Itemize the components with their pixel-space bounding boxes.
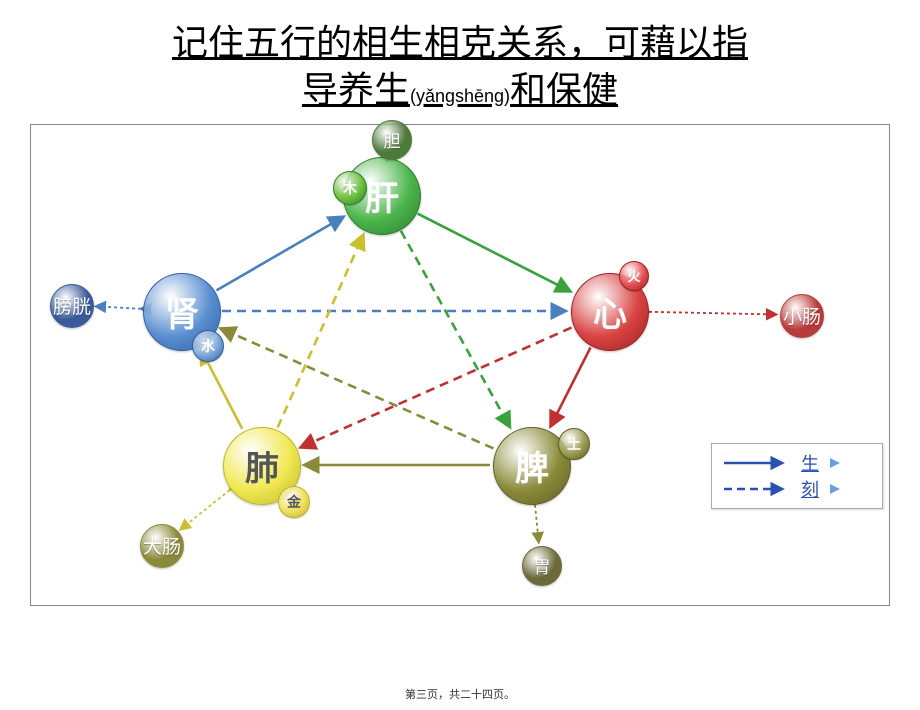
edge <box>418 213 570 290</box>
outer-link <box>535 504 539 541</box>
edge <box>216 217 342 290</box>
title-line2b: 和保健 <box>510 70 618 110</box>
outer-large_intest: 大肠 <box>140 524 184 568</box>
legend-label-ke: 刻 <box>800 476 820 502</box>
node-heart-label: 心 <box>593 287 627 336</box>
node-lung-label: 肺 <box>245 441 279 490</box>
element-heart: 火 <box>619 261 649 291</box>
node-spleen-label: 脾 <box>515 441 549 490</box>
node-liver-label: 肝 <box>365 171 399 220</box>
legend-arrow-ke-icon <box>722 481 792 497</box>
title-line2a: 导养生 <box>302 70 410 110</box>
element-kidney: 水 <box>192 330 224 362</box>
element-lung: 金 <box>278 486 310 518</box>
outer-small_intest-label: 小肠 <box>783 302 821 329</box>
title-line1: 记住五行的相生相克关系，可藉以指 <box>172 23 748 63</box>
outer-stomach: 胃 <box>522 546 562 586</box>
page-footer: 第三页，共二十四页。 <box>0 686 920 702</box>
legend-row-sheng: 生 <box>722 450 872 476</box>
outer-bladder-label: 膀胱 <box>53 292 91 319</box>
element-spleen-label: 土 <box>567 434 581 454</box>
outer-small_intest: 小肠 <box>780 294 824 338</box>
legend-label-sheng: 生 <box>800 450 820 476</box>
element-liver-label: 木 <box>343 178 357 198</box>
element-liver: 木 <box>333 171 367 205</box>
element-kidney-label: 水 <box>201 336 215 356</box>
outer-bladder: 膀胱 <box>50 284 94 328</box>
outer-stomach-label: 胃 <box>534 553 551 578</box>
legend-tri-ke-icon <box>828 482 842 496</box>
node-kidney-label: 肾 <box>165 287 199 336</box>
edge <box>551 347 591 425</box>
outer-link <box>649 311 776 314</box>
legend-arrow-sheng-icon <box>722 455 792 471</box>
outer-link <box>181 490 230 529</box>
outer-large_intest-label: 大肠 <box>143 532 181 559</box>
outer-gallbladder-label: 胆 <box>384 127 401 152</box>
element-lung-label: 金 <box>287 492 301 512</box>
outer-link <box>96 306 141 308</box>
page-title: 记住五行的相生相克关系，可藉以指 导养生(yǎngshēng)和保健 <box>40 20 880 114</box>
legend-box: 生 刻 <box>711 443 883 509</box>
diagram-frame: 肝木心火脾土 肺金 肾水 胆小肠胃 大肠 膀胱 生 刻 <box>30 124 890 606</box>
element-spleen: 土 <box>558 428 590 460</box>
title-pinyin: (yǎngshēng) <box>410 86 510 106</box>
legend-row-ke: 刻 <box>722 476 872 502</box>
element-heart-label: 火 <box>627 266 640 285</box>
edge <box>278 235 363 427</box>
legend-tri-sheng-icon <box>828 456 842 470</box>
outer-gallbladder: 胆 <box>372 120 412 160</box>
